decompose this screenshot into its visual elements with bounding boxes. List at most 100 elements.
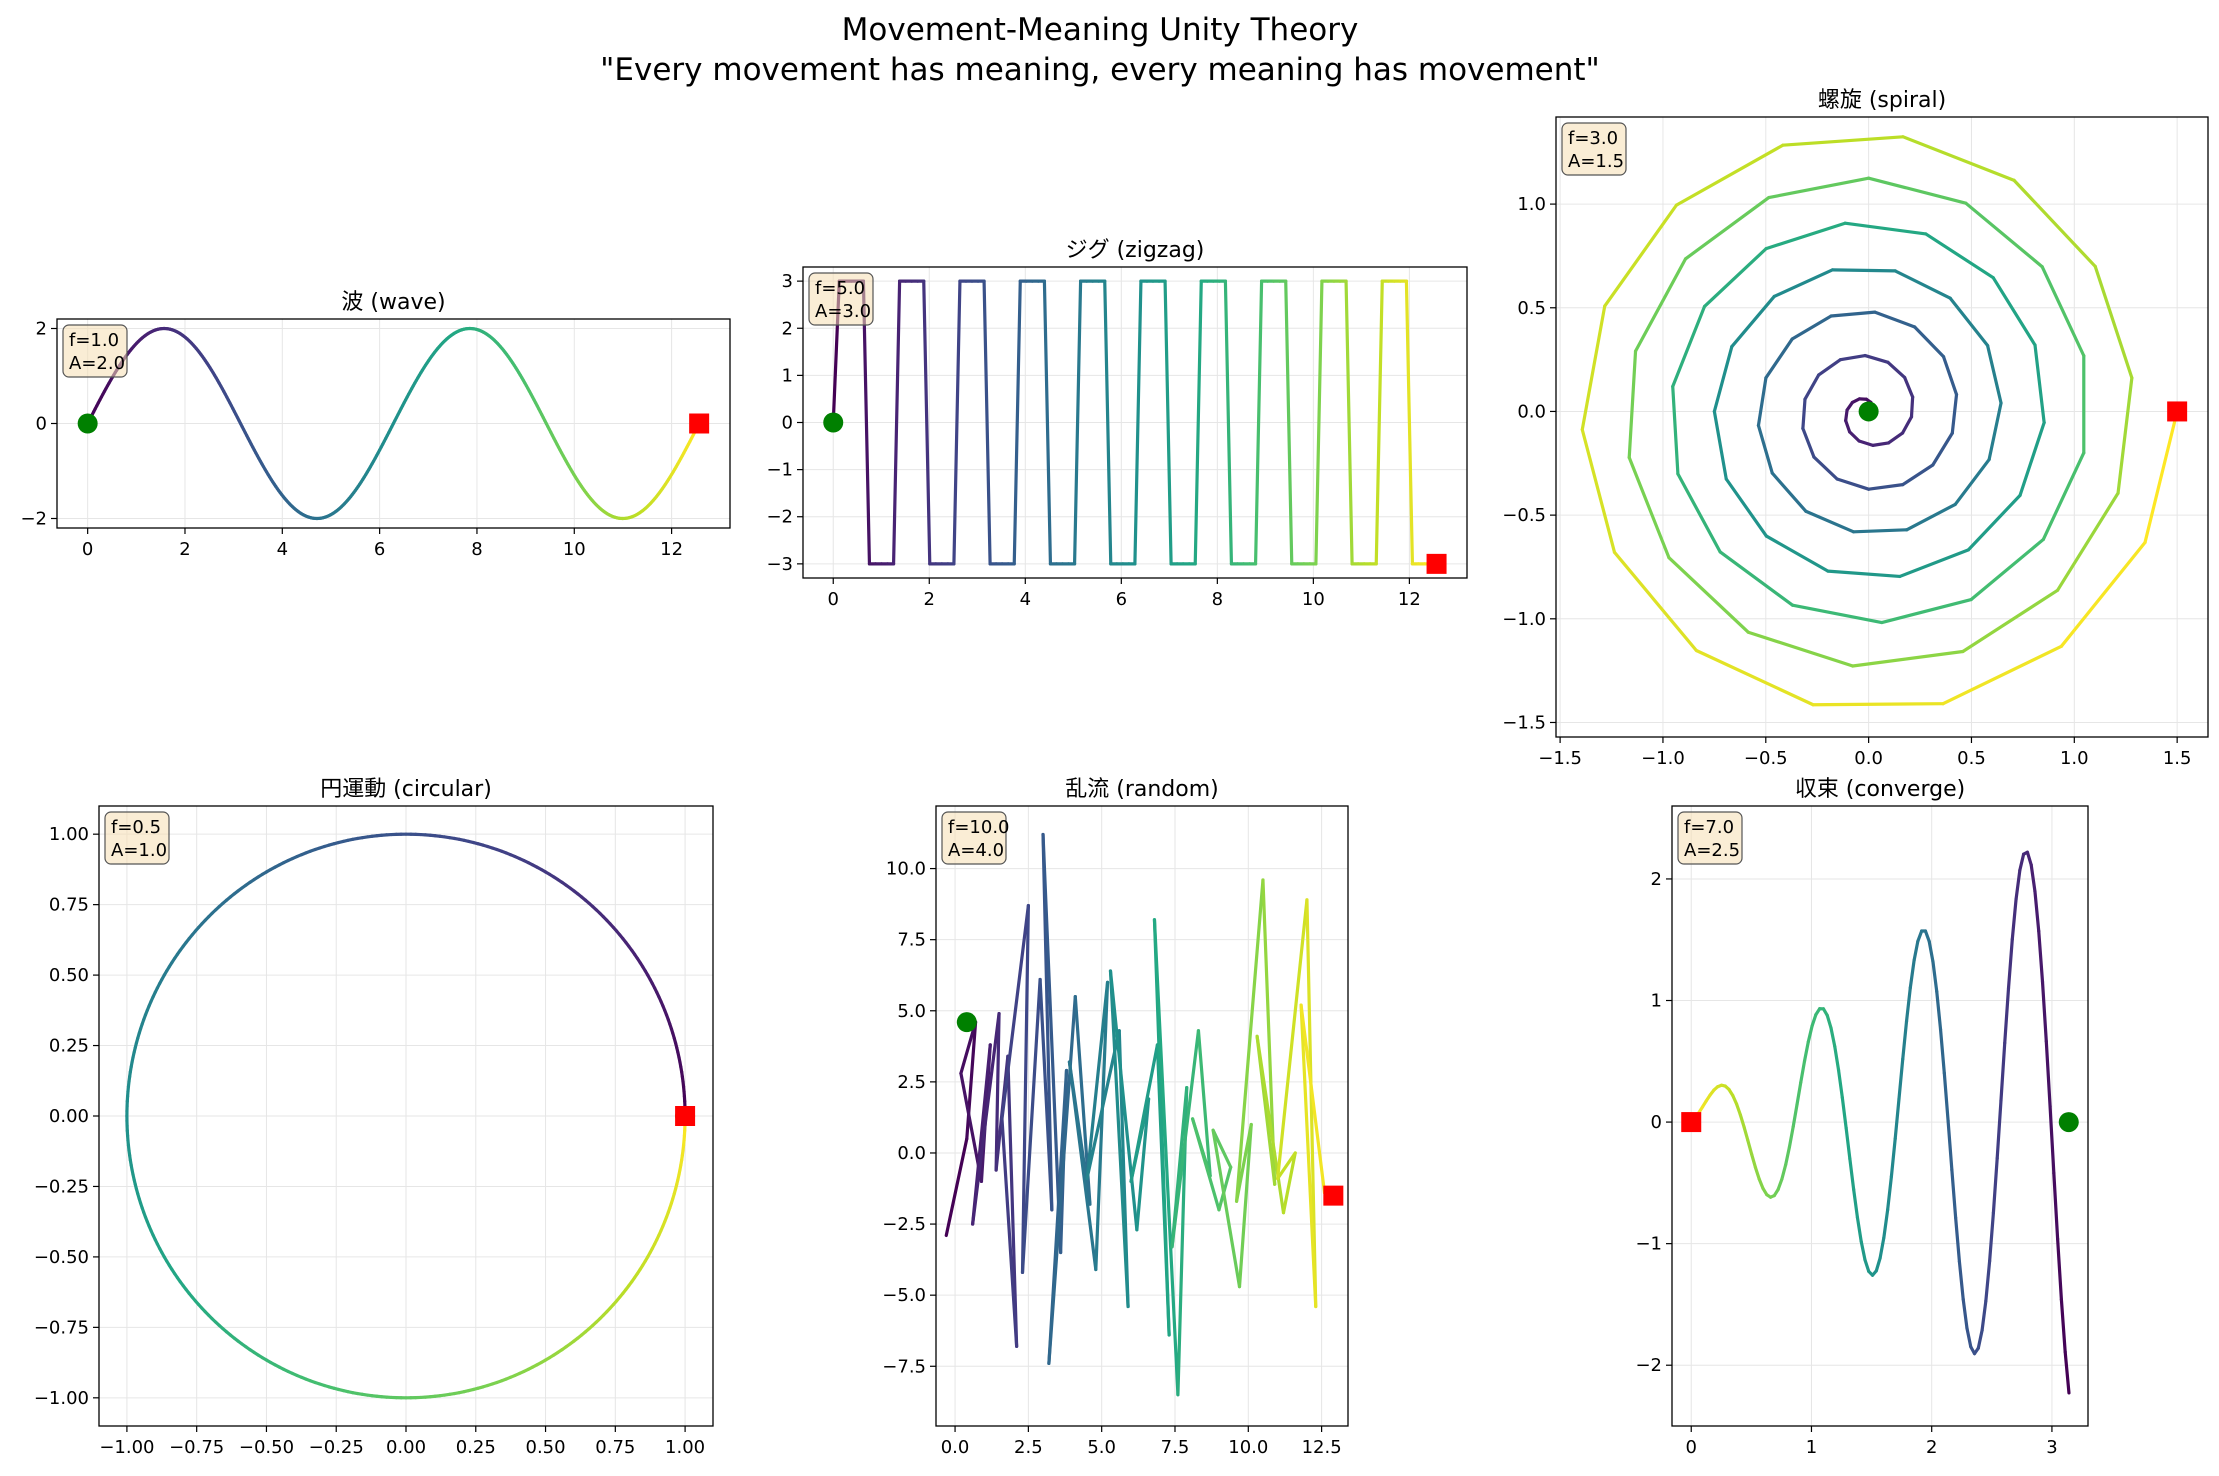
- series-segment: [1927, 939, 1935, 964]
- series-segment: [952, 279, 962, 566]
- series-segment: [971, 1012, 1001, 1226]
- figure-subtitle: "Every movement has meaning, every meani…: [600, 52, 1600, 88]
- series-segment: [2116, 376, 2134, 495]
- series-segment: [1833, 1044, 1841, 1072]
- series-segment: [1344, 279, 1354, 566]
- series-segment: [1770, 471, 1808, 513]
- series-segment: [1941, 644, 2063, 706]
- info-amplitude: A=2.0: [69, 353, 125, 374]
- x-tick-label: −1.0: [1641, 748, 1685, 769]
- series-segment: [1913, 325, 1946, 359]
- series-segment: [1795, 1080, 1803, 1107]
- x-tick-label: 10: [1302, 589, 1325, 610]
- y-tick-label: −7.5: [882, 1356, 926, 1377]
- series-segment: [1863, 1258, 1871, 1274]
- series-segment: [1253, 279, 1264, 566]
- x-tick-label: 6: [374, 539, 385, 560]
- series-segment: [2093, 264, 2134, 380]
- series-segment: [994, 1012, 1001, 1172]
- subplot-panel: −1.5 −1.0 −0.5 0.0 0.5 1.0 1.5 −1.5 −1.0 −0.5 0.0 0…: [1502, 88, 2209, 769]
- info-amplitude: A=2.5: [1684, 840, 1740, 861]
- series-segment: [1826, 569, 1902, 579]
- subplot-title: ジグ (zigzag): [1066, 238, 1205, 263]
- series-segment: [1790, 314, 1833, 341]
- y-tick-label: −5.0: [882, 1285, 926, 1306]
- figure-title: Movement-Meaning Unity Theory: [842, 12, 1359, 48]
- series-segment: [2052, 1171, 2060, 1241]
- series-segment: [1627, 455, 1671, 560]
- series-segment: [1000, 1117, 1019, 1348]
- series-segment: [944, 1137, 969, 1238]
- x-tick-label: 0.00: [386, 1437, 426, 1458]
- series-segment: [1738, 1113, 1746, 1129]
- series-segment: [1948, 296, 1990, 348]
- subplot-title: 螺旋 (spiral): [1818, 88, 1946, 113]
- y-tick-label: −2: [766, 507, 793, 528]
- grid: [1556, 117, 2208, 737]
- y-tick-label: 0.00: [49, 1106, 89, 1127]
- series-segment: [1867, 483, 1905, 491]
- series-segment: [1776, 1177, 1784, 1192]
- series-segment: [2143, 409, 2179, 545]
- series-segment: [2006, 937, 2014, 990]
- x-tick-label: 0: [82, 539, 93, 560]
- series-segment: [1817, 358, 1842, 377]
- info-box-background: [104, 811, 170, 865]
- y-tick-label: −3: [766, 554, 793, 575]
- series-segment: [1880, 597, 1973, 625]
- subplot-title: 収束 (converge): [1795, 777, 1965, 802]
- series-segment: [1041, 832, 1063, 1255]
- y-tick-label: 0.25: [49, 1036, 89, 1057]
- series-segment: [1671, 304, 1707, 389]
- series-segment: [1999, 1041, 2007, 1103]
- series-segment: [1742, 1125, 1750, 1143]
- y-tick-label: 2: [782, 318, 793, 339]
- series-segment: [1193, 279, 1203, 566]
- series-segment: [1848, 430, 1861, 443]
- series-segment: [1844, 1126, 1852, 1161]
- series-segment: [2033, 343, 2046, 425]
- series-segment: [1627, 349, 1638, 460]
- info-box: f=0.5A=1.0: [104, 811, 170, 865]
- info-amplitude: A=1.0: [111, 840, 167, 861]
- x-tick-label: 3: [2046, 1437, 2057, 1458]
- series-segment: [1965, 1326, 1973, 1349]
- y-tick-label: 5.0: [897, 1001, 926, 1022]
- series-segment: [1985, 343, 2003, 405]
- series-segment: [1804, 509, 1856, 534]
- x-tick-label: −0.75: [169, 1437, 224, 1458]
- end-marker: [1426, 553, 1447, 574]
- series-segment: [1211, 1128, 1233, 1169]
- start-marker: [2058, 1112, 2079, 1133]
- series-segment: [1843, 221, 1928, 236]
- series-segment: [1674, 143, 1785, 207]
- series-segment: [1152, 918, 1180, 1397]
- x-tick-label: 12: [660, 539, 683, 560]
- series-segment: [2055, 491, 2120, 592]
- y-tick-label: −2.5: [882, 1214, 926, 1235]
- x-tick-label: 5.0: [1087, 1437, 1116, 1458]
- series-segment: [1085, 980, 1110, 1181]
- info-frequency: f=0.5: [111, 817, 161, 838]
- y-tick-label: 0: [782, 413, 793, 434]
- series-segment: [1840, 1095, 1848, 1130]
- y-tick-label: 10.0: [886, 859, 926, 880]
- series-segment: [1020, 903, 1030, 1275]
- series-segment: [1855, 1215, 1863, 1244]
- info-amplitude: A=1.5: [1568, 151, 1624, 172]
- series-segment: [1237, 1122, 1253, 1289]
- info-box-background: [941, 811, 1007, 865]
- series-segment: [1746, 1138, 1754, 1156]
- y-tick-label: 0.50: [49, 965, 89, 986]
- end-marker: [2167, 401, 2188, 422]
- series-segment: [1903, 375, 1915, 399]
- series-segment: [1135, 1097, 1151, 1232]
- series-segment: [1950, 1168, 1958, 1220]
- series-segment: [1931, 960, 1939, 994]
- end-marker: [689, 413, 710, 434]
- info-frequency: f=7.0: [1684, 817, 1734, 838]
- series-segment: [861, 279, 872, 566]
- series-segment: [2059, 1297, 2067, 1354]
- y-tick-label: 1.0: [1517, 194, 1546, 215]
